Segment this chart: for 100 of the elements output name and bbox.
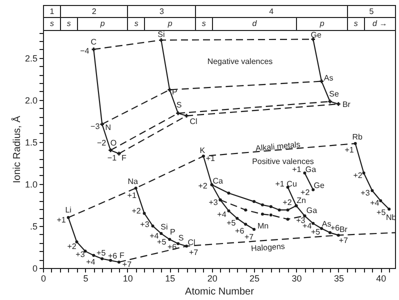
- point: [379, 199, 382, 202]
- annotation: N: [105, 123, 112, 132]
- annotation: Ga: [305, 164, 317, 174]
- annotation: Li: [65, 206, 72, 215]
- annotation: +4: [217, 210, 227, 219]
- annotation: +7: [122, 260, 132, 270]
- point: [75, 240, 78, 244]
- point: [66, 216, 70, 220]
- annotation: Alkali metals: [255, 140, 301, 153]
- annotation: Ge: [310, 30, 322, 40]
- point: [260, 212, 264, 216]
- y-tick-label: 2.5: [24, 53, 38, 64]
- annotation: +1: [127, 191, 137, 200]
- annotation: +3: [208, 198, 218, 207]
- annotation: +2: [132, 206, 142, 216]
- annotation: Na: [128, 177, 139, 186]
- annotation: −4: [80, 46, 90, 56]
- point: [236, 216, 239, 220]
- annotation: F: [120, 251, 125, 260]
- annotation: Ca: [212, 176, 224, 186]
- annotation: As: [322, 219, 332, 228]
- annotation: +5: [376, 208, 386, 218]
- point: [202, 154, 205, 158]
- point: [312, 222, 315, 225]
- annotation: +1: [275, 179, 285, 188]
- point: [134, 186, 138, 190]
- annotation: As: [324, 73, 334, 82]
- annotation: P: [172, 88, 178, 97]
- x-axis-title: Atomic Number: [185, 286, 255, 298]
- point: [244, 222, 248, 226]
- point: [269, 214, 272, 217]
- annotation: +6: [167, 242, 178, 252]
- annotation: −3: [90, 122, 100, 132]
- x-tick-label: 30: [292, 274, 302, 284]
- annotation: Halogens: [250, 242, 286, 254]
- annotation: +5: [311, 227, 321, 236]
- annotation: −1: [107, 154, 118, 163]
- point: [227, 209, 230, 212]
- point: [244, 208, 248, 212]
- annotation: P: [170, 227, 176, 236]
- annotation: Mn: [257, 221, 269, 230]
- annotation: +2: [67, 242, 77, 251]
- annotation: Zn: [296, 196, 306, 205]
- point: [168, 88, 172, 92]
- point: [151, 224, 154, 228]
- annotation: +7: [244, 232, 254, 242]
- annotation: Cl: [190, 116, 198, 126]
- annotation: +7: [188, 248, 199, 258]
- point: [227, 192, 230, 195]
- point: [320, 226, 324, 230]
- annotation: Ga: [306, 206, 318, 215]
- point: [269, 205, 272, 208]
- annotation: +2: [282, 198, 292, 207]
- annotation: S: [178, 234, 184, 243]
- annotation: +5: [226, 218, 236, 228]
- annotation: Si: [160, 222, 168, 232]
- point: [100, 257, 104, 260]
- annotation: O: [110, 138, 117, 148]
- annotation: Positive valences: [252, 157, 314, 166]
- x-tick-label: 35: [334, 274, 344, 284]
- annotation: +2: [353, 170, 363, 180]
- point: [252, 228, 256, 231]
- header-table: 1 2 3 4 5 s s p s p s d p s d →: [43, 5, 396, 30]
- annotation: Br: [339, 225, 348, 234]
- annotation: +5: [157, 237, 167, 246]
- x-tick-label: 15: [165, 274, 176, 284]
- annotation: +1: [56, 216, 66, 225]
- y-tick-label: .5: [30, 221, 38, 232]
- point: [328, 231, 332, 234]
- annotation: Br: [342, 100, 351, 110]
- annotation: Rb: [352, 132, 363, 142]
- annotation: +2: [300, 188, 310, 197]
- annotation: Si: [158, 30, 165, 40]
- point: [286, 218, 290, 221]
- annotation: Se: [329, 89, 340, 98]
- annotation: +1: [206, 154, 216, 164]
- annotation: Cu: [286, 179, 297, 188]
- point: [109, 258, 112, 262]
- annotation: +5: [96, 248, 106, 258]
- annotation: +1: [344, 146, 354, 155]
- point: [362, 171, 366, 174]
- point: [260, 203, 264, 206]
- y-axis-title: Ionic Radius, Å: [10, 116, 23, 184]
- point: [336, 102, 340, 106]
- point: [185, 244, 188, 248]
- x-tick-label: 0: [40, 274, 46, 284]
- annotation: +6: [330, 224, 340, 233]
- annotation: Ge: [314, 180, 326, 190]
- annotation: C: [90, 37, 97, 46]
- annotation: +6: [235, 226, 245, 236]
- annotation: +4: [150, 232, 160, 241]
- point: [252, 200, 256, 204]
- y-tick-label: 1.5: [24, 137, 38, 148]
- y-tick-label: 0: [32, 264, 38, 274]
- x-tick-label: 5: [83, 274, 88, 284]
- annotation: +1: [292, 164, 302, 174]
- point: [328, 100, 332, 104]
- annotation: +3: [140, 220, 150, 229]
- annotation: S: [176, 100, 182, 110]
- x-tick-label: 25: [250, 274, 260, 284]
